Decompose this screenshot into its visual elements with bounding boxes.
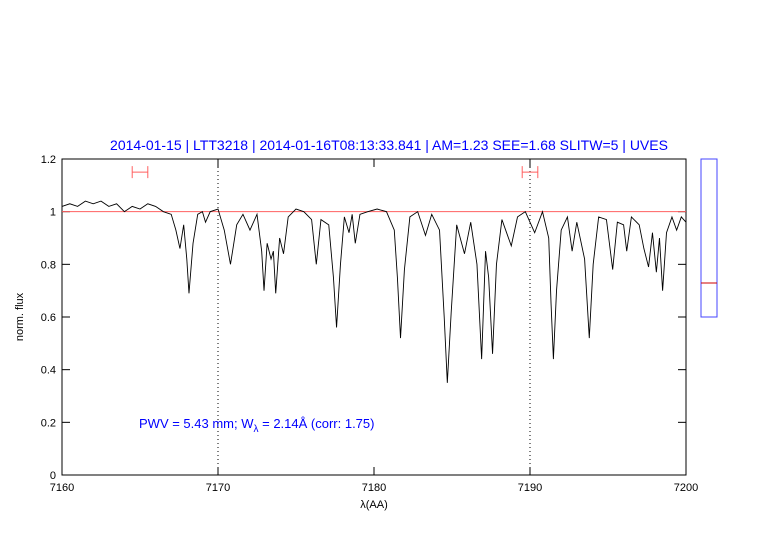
y-tick-label: 0.2 bbox=[41, 417, 56, 429]
side-box bbox=[700, 158, 718, 318]
x-tick-label: 7160 bbox=[50, 482, 74, 494]
y-tick-label: 0.8 bbox=[41, 259, 56, 271]
range-marker bbox=[131, 166, 149, 179]
annotation-subscript: λ bbox=[254, 424, 259, 435]
y-tick-label: 1 bbox=[50, 207, 56, 219]
chart-title: 2014-01-15 | LTT3218 | 2014-01-16T08:13:… bbox=[110, 137, 668, 153]
y-tick-label: 1.2 bbox=[41, 154, 56, 166]
annotation: PWV = 5.43 mm; Wλ = 2.14Å (corr: 1.75) bbox=[139, 416, 374, 435]
spectrum-line bbox=[61, 200, 687, 383]
x-tick-label: 7190 bbox=[518, 482, 542, 494]
y-tick-label: 0.6 bbox=[41, 312, 56, 324]
x-tick-label: 7200 bbox=[674, 482, 698, 494]
x-tick-label: 7170 bbox=[206, 482, 230, 494]
annotation-text: = 2.14Å (corr: 1.75) bbox=[259, 416, 375, 431]
y-tick-label: 0.4 bbox=[41, 365, 56, 377]
x-tick-label: 7180 bbox=[362, 482, 386, 494]
x-axis-label: λ(AA) bbox=[360, 499, 388, 511]
range-marker bbox=[521, 166, 539, 179]
y-axis-label: norm. flux bbox=[14, 292, 26, 341]
annotation-text: PWV = 5.43 mm; W bbox=[139, 416, 254, 431]
y-tick-label: 0 bbox=[50, 470, 56, 482]
